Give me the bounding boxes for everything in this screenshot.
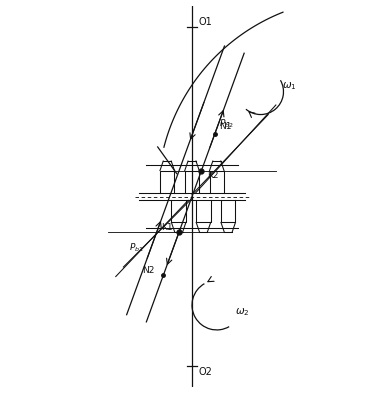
Text: N1: N1 xyxy=(218,122,231,131)
Text: O2: O2 xyxy=(199,367,213,377)
Text: $P_{b2}$: $P_{b2}$ xyxy=(218,118,233,130)
Text: K2: K2 xyxy=(207,171,218,180)
Text: $\omega_1$: $\omega_1$ xyxy=(281,80,296,92)
Text: $\omega_2$: $\omega_2$ xyxy=(235,307,250,318)
Text: N2: N2 xyxy=(142,266,155,275)
Text: O1: O1 xyxy=(199,17,213,27)
Text: $P_{b1}$: $P_{b1}$ xyxy=(129,241,144,253)
Text: K1: K1 xyxy=(161,223,172,232)
